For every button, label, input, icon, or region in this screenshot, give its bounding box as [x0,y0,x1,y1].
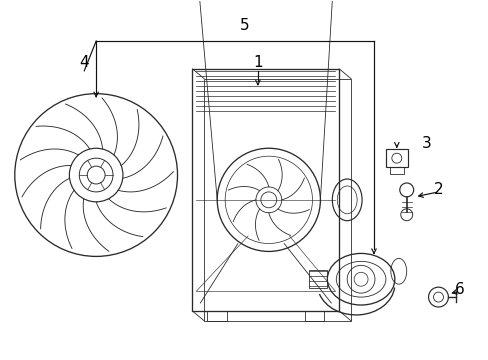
Bar [309,270,326,288]
Bar [192,69,339,311]
Text: 1: 1 [253,55,262,71]
Text: 6: 6 [453,282,463,297]
Bar [207,311,226,321]
Bar [204,79,350,321]
Bar [389,167,403,174]
Bar [385,149,407,167]
Text: 4: 4 [79,55,89,71]
Text: 3: 3 [421,136,430,151]
Text: 5: 5 [240,18,249,33]
Bar [304,311,324,321]
Text: 2: 2 [433,183,443,197]
